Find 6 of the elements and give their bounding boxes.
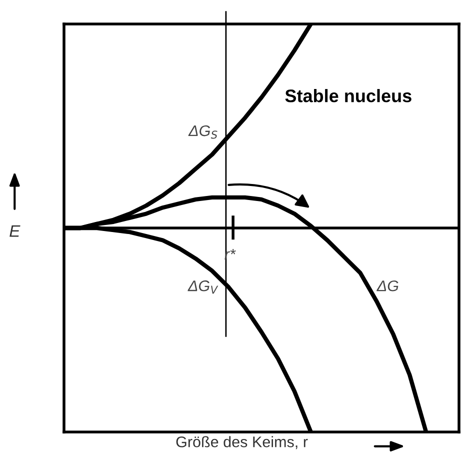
y-axis-title: E xyxy=(10,225,20,237)
series-label: ΔG xyxy=(376,280,398,292)
x-axis-title: Größe des Keims, r xyxy=(176,436,308,450)
series-label: ΔG$_{V}$ xyxy=(188,280,218,294)
annotation: Stable nucleus xyxy=(285,89,412,102)
series-label: ΔG$_{S}$ xyxy=(188,125,218,139)
